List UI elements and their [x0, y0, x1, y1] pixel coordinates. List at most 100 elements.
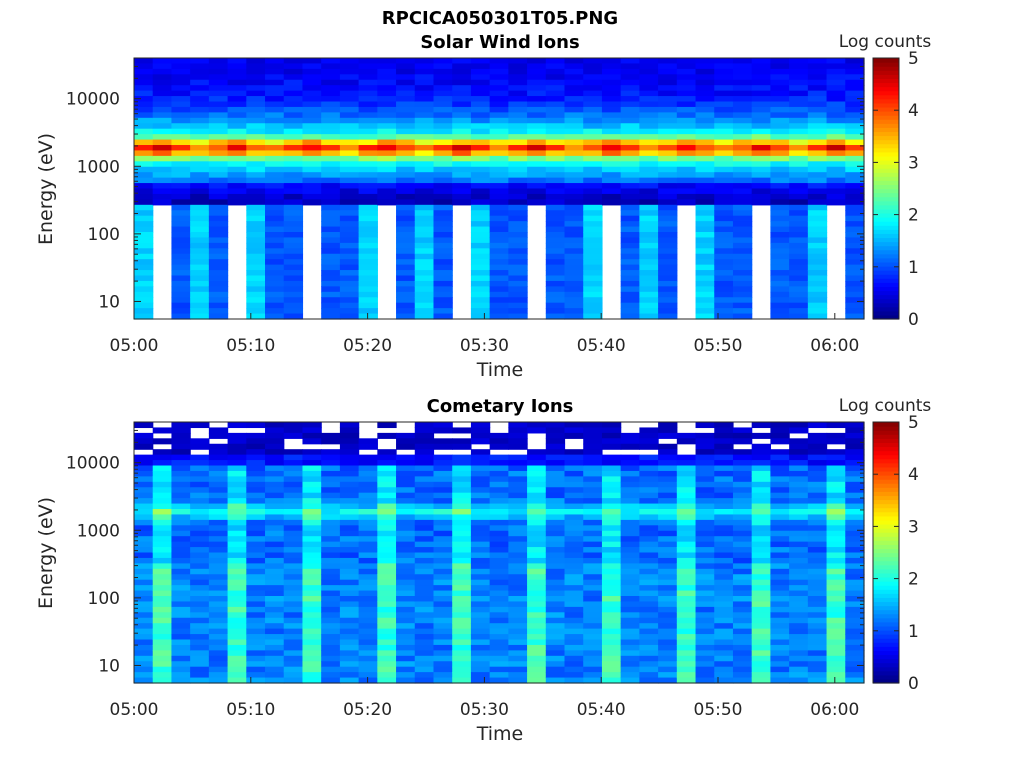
heatmap-cell [770, 509, 790, 516]
heatmap-cell [770, 155, 790, 162]
heatmap-cell [789, 291, 809, 298]
heatmap-cell [732, 481, 753, 488]
heatmap-cell [452, 579, 472, 586]
heatmap-cell [339, 519, 360, 526]
heatmap-cell [377, 139, 397, 146]
heatmap-cell [377, 145, 397, 152]
heatmap-cell [265, 183, 285, 190]
heatmap-cell [508, 438, 528, 445]
heatmap-cell [489, 313, 509, 320]
x-tick-label: 05:20 [343, 700, 392, 720]
heatmap-cell [414, 438, 435, 445]
heatmap-cell [545, 259, 566, 266]
heatmap-cell [265, 590, 285, 597]
heatmap-cell [732, 139, 753, 146]
heatmap-cell [171, 574, 191, 581]
heatmap-cell [134, 210, 154, 217]
heatmap-cell [358, 275, 378, 282]
heatmap-cell [246, 481, 266, 488]
heatmap-cell [639, 585, 659, 592]
heatmap-cell [583, 666, 603, 673]
colorbar-segment [873, 507, 899, 513]
heatmap-cell [751, 422, 772, 429]
heatmap-cell [339, 634, 360, 641]
heatmap-cell [433, 628, 453, 635]
heatmap-cell [339, 210, 360, 217]
heatmap-cell [639, 215, 659, 222]
heatmap-cell [845, 541, 865, 548]
heatmap-cell [171, 145, 191, 152]
heatmap-cell [527, 101, 547, 108]
heatmap-cell [639, 85, 659, 92]
heatmap-cell [527, 574, 547, 581]
heatmap-cell [321, 536, 341, 543]
heatmap-cell [134, 242, 154, 249]
heatmap-cell [396, 226, 416, 233]
heatmap-cell [265, 525, 285, 532]
heatmap-cell [227, 492, 247, 499]
heatmap-cell [152, 552, 173, 559]
heatmap-cell [695, 639, 715, 646]
heatmap-cell [695, 530, 715, 537]
axes: 05:00 05:10 05:20 05:30 05:40 05:50 06:0010100… [66, 57, 865, 356]
heatmap-cell [508, 525, 528, 532]
heatmap-cell [714, 172, 734, 179]
heatmap-cell [171, 427, 191, 434]
heatmap-cell [601, 547, 622, 554]
heatmap-cell [564, 634, 584, 641]
heatmap-cell [321, 270, 341, 277]
heatmap-cell [564, 601, 584, 608]
heatmap-cell [190, 655, 210, 662]
colorbar-segment [873, 180, 899, 186]
heatmap-cell [527, 541, 547, 548]
colorbar-segment [873, 176, 899, 181]
heatmap-cell [620, 177, 640, 184]
heatmap-cell [283, 237, 304, 244]
heatmap-cell [321, 188, 341, 195]
heatmap-cell [339, 454, 360, 461]
heatmap-cell [134, 628, 154, 635]
heatmap-cell [807, 672, 828, 679]
heatmap-cell [620, 612, 640, 619]
heatmap-cell [470, 242, 491, 249]
heatmap-cell [751, 677, 772, 684]
heatmap-cell [732, 623, 753, 630]
heatmap-cell [807, 492, 828, 499]
heatmap-cell [321, 117, 341, 124]
heatmap-cell [190, 519, 210, 526]
heatmap-cell [339, 123, 360, 130]
heatmap-cell [246, 487, 266, 494]
colorbar-segment [873, 200, 899, 206]
heatmap-cell [527, 460, 547, 467]
heatmap-cell [845, 574, 865, 581]
heatmap-cell [134, 96, 154, 103]
heatmap-cell [770, 74, 790, 81]
colorbar-segment [873, 314, 899, 320]
heatmap-cell [208, 313, 229, 320]
heatmap-cell [283, 579, 304, 586]
heatmap-cell [246, 530, 266, 537]
heatmap-cell [620, 579, 640, 586]
heatmap-cell [545, 677, 566, 684]
heatmap-cell [321, 237, 341, 244]
heatmap-cell [321, 557, 341, 564]
heatmap-cell [321, 563, 341, 570]
heatmap-cell [676, 547, 697, 554]
heatmap-cell [676, 101, 697, 108]
heatmap-cell [358, 438, 378, 445]
heatmap-cell [845, 183, 865, 190]
heatmap-cell [770, 432, 790, 439]
heatmap-cell [751, 536, 772, 543]
heatmap-cell [265, 215, 285, 222]
heatmap-cell [265, 585, 285, 592]
heatmap-cell [134, 286, 154, 293]
heatmap-cell [190, 465, 210, 472]
heatmap-cell [676, 634, 697, 641]
heatmap-cell [433, 438, 453, 445]
heatmap-cell [489, 264, 509, 271]
heatmap-cell [414, 242, 435, 249]
heatmap-cell [620, 101, 640, 108]
heatmap-cell [377, 193, 397, 200]
heatmap-cell [845, 503, 865, 510]
heatmap-cell [246, 568, 266, 575]
